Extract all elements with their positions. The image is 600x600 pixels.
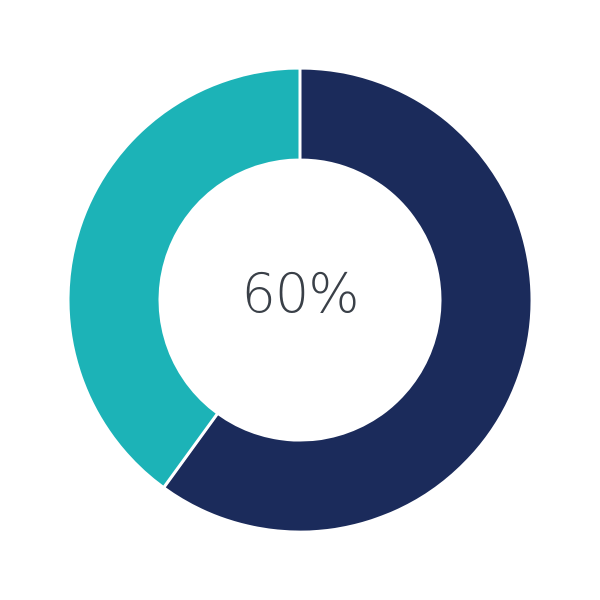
donut-slice-1: [66, 66, 302, 490]
center-percentage-label: 60%: [241, 262, 359, 325]
donut-slice-0: [161, 66, 534, 534]
